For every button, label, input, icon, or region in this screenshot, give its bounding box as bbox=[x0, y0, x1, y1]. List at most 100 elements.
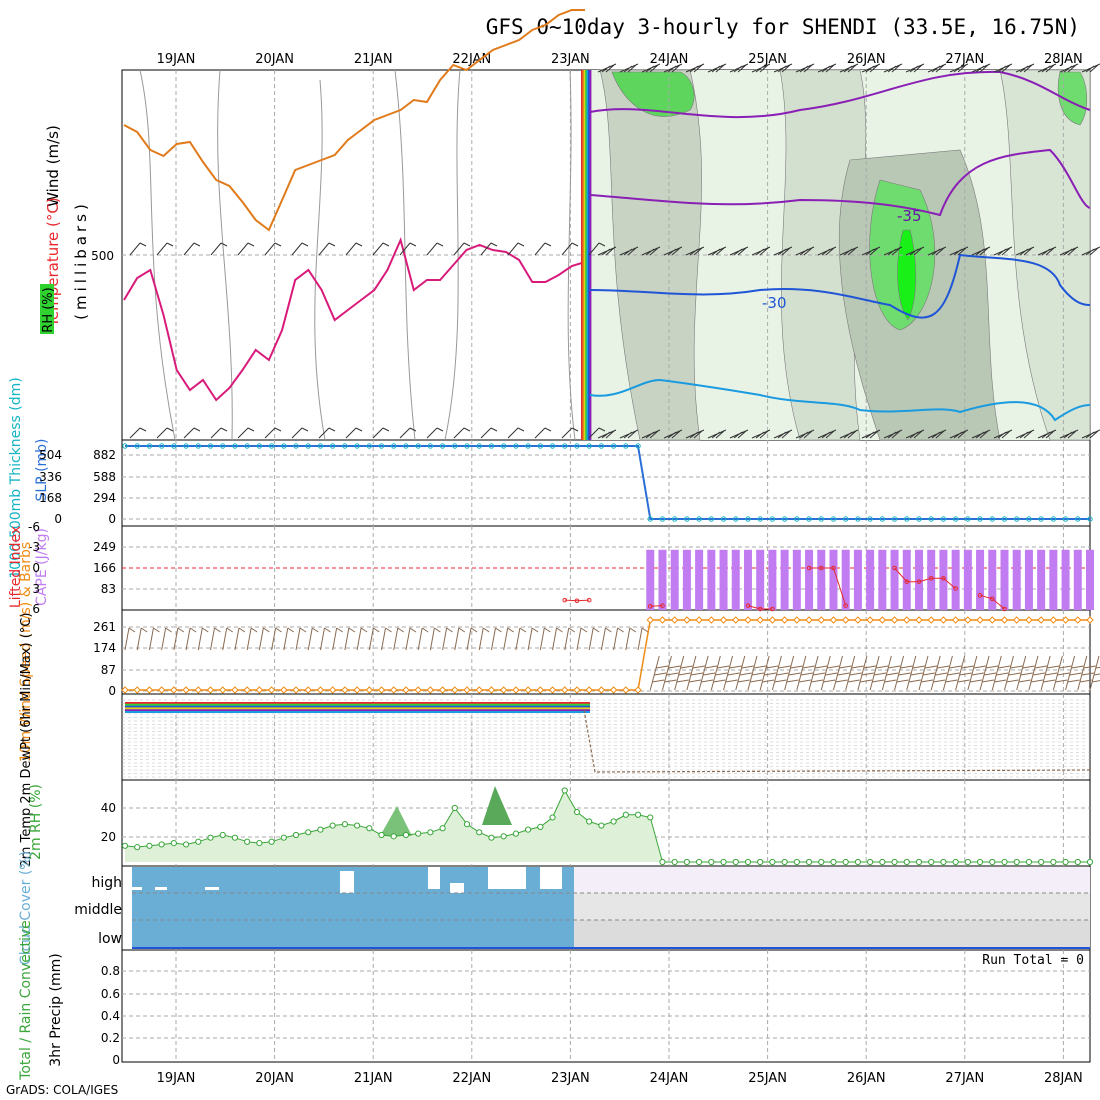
wind-barb bbox=[685, 246, 705, 256]
grey-contour bbox=[314, 79, 326, 441]
top-date-label: 23JAN bbox=[551, 52, 590, 67]
wind-speed-point bbox=[890, 616, 899, 624]
wind-tick: 0 bbox=[108, 684, 116, 698]
wind-barb bbox=[426, 242, 444, 256]
rh-point bbox=[1086, 858, 1094, 866]
rh-point bbox=[671, 858, 678, 866]
wind10-barb bbox=[1040, 655, 1060, 691]
wind-speed-point bbox=[964, 616, 972, 624]
slp-point bbox=[806, 516, 812, 522]
slp-point bbox=[415, 443, 421, 449]
rh-point bbox=[744, 858, 752, 866]
li-segment bbox=[747, 605, 773, 610]
wind-speed-point bbox=[1061, 616, 1070, 624]
rh-shade-region bbox=[1057, 71, 1088, 126]
wind-tick: 174 bbox=[93, 641, 116, 655]
rh-point bbox=[500, 833, 507, 840]
li-ylabel: Lifted Index bbox=[8, 526, 24, 608]
wind-tick: 261 bbox=[93, 620, 116, 634]
wind-barb bbox=[861, 429, 881, 439]
cape-bar bbox=[853, 549, 862, 610]
bottom-date-label: 28JAN bbox=[1044, 1071, 1083, 1086]
contour-label-minus30: -30 bbox=[762, 294, 787, 312]
top-date-label: 19JAN bbox=[157, 52, 196, 67]
slp-point bbox=[171, 443, 177, 449]
wind10-barb bbox=[161, 627, 172, 651]
slp-point bbox=[183, 443, 189, 449]
rh-point bbox=[390, 833, 397, 840]
slp-point bbox=[940, 516, 947, 522]
wind10-barb bbox=[930, 655, 950, 691]
wind10-barb bbox=[845, 655, 864, 691]
wind-speed-point bbox=[280, 686, 288, 694]
wind-speed-point bbox=[573, 686, 581, 694]
top-date-label: 22JAN bbox=[452, 52, 491, 67]
li-segment bbox=[650, 605, 663, 607]
rh-peak-fill bbox=[380, 806, 412, 836]
cape-ylabel: CAPE (J/kg) bbox=[34, 528, 50, 606]
wind-barb bbox=[817, 246, 837, 256]
wind-speed-point bbox=[670, 616, 679, 624]
rh-point bbox=[915, 858, 923, 866]
rh-point bbox=[134, 844, 141, 851]
wind10-barb bbox=[1052, 655, 1072, 691]
rh-point bbox=[525, 826, 532, 833]
li-tick: 3 bbox=[32, 582, 40, 596]
slp-point bbox=[745, 516, 751, 522]
wind-speed-point bbox=[145, 686, 154, 694]
wind10-barb bbox=[381, 627, 392, 651]
wind10-barb bbox=[735, 655, 754, 691]
footer-credit: GrADS: COLA/IGES bbox=[6, 1083, 118, 1097]
wind-speed-point bbox=[719, 616, 728, 624]
rh-point bbox=[573, 808, 581, 816]
rh-point bbox=[329, 822, 336, 829]
rh-point bbox=[476, 829, 483, 836]
rh-point bbox=[195, 838, 202, 845]
wind10-barb bbox=[332, 627, 343, 651]
rh-point bbox=[512, 830, 519, 837]
cloud-panel: Cloud Cover (%) high middle low bbox=[18, 851, 1090, 965]
cloud-gap bbox=[132, 887, 142, 890]
rh-point bbox=[757, 858, 764, 866]
wind-barb bbox=[507, 427, 525, 439]
wind-barb bbox=[183, 427, 201, 439]
wind10-barb bbox=[527, 627, 539, 651]
slp-point bbox=[158, 443, 165, 449]
wind10-barb bbox=[393, 627, 405, 651]
wind10-barb bbox=[991, 655, 1011, 691]
contour-label-minus35: -35 bbox=[897, 207, 922, 225]
wind-speed-point bbox=[903, 616, 911, 624]
slp-ylabel: SLP (mb) bbox=[34, 438, 50, 501]
wind10-barb bbox=[832, 655, 852, 691]
cape-bar bbox=[1061, 549, 1070, 610]
wind-speed-point bbox=[304, 686, 312, 694]
wind-barb bbox=[372, 427, 390, 439]
li-segment bbox=[979, 594, 1005, 610]
wind-barb bbox=[619, 63, 639, 73]
precip-ylabel-left: Total / Rain Convective bbox=[18, 920, 34, 1081]
wind-barb bbox=[1015, 246, 1035, 256]
cape-bar bbox=[1000, 549, 1009, 610]
chart-title: GFS 0~10day 3-hourly for SHENDI (33.5E, … bbox=[486, 15, 1080, 39]
cape-bar bbox=[963, 549, 972, 610]
wind-barb bbox=[795, 246, 815, 256]
cloud-gap bbox=[428, 867, 440, 889]
slp-tick: 294 bbox=[93, 491, 116, 505]
rh-point bbox=[769, 858, 776, 866]
wind10-barb bbox=[442, 627, 453, 651]
wind-speed-point bbox=[1086, 616, 1094, 624]
wind10-barb bbox=[661, 655, 681, 691]
wind-barb bbox=[949, 63, 969, 73]
wind-barb bbox=[773, 246, 793, 256]
wind10-barb bbox=[600, 627, 612, 651]
wind-barb bbox=[453, 427, 471, 439]
rh-point bbox=[341, 821, 348, 828]
bottom-date-label: 26JAN bbox=[847, 1071, 886, 1086]
rh-point bbox=[537, 823, 544, 831]
rh-point bbox=[280, 834, 287, 841]
slp-point bbox=[684, 516, 690, 522]
slp-point bbox=[928, 516, 934, 522]
rh-point bbox=[402, 831, 410, 839]
wind-barb bbox=[685, 63, 705, 73]
thickness-tick: 336 bbox=[39, 470, 62, 484]
